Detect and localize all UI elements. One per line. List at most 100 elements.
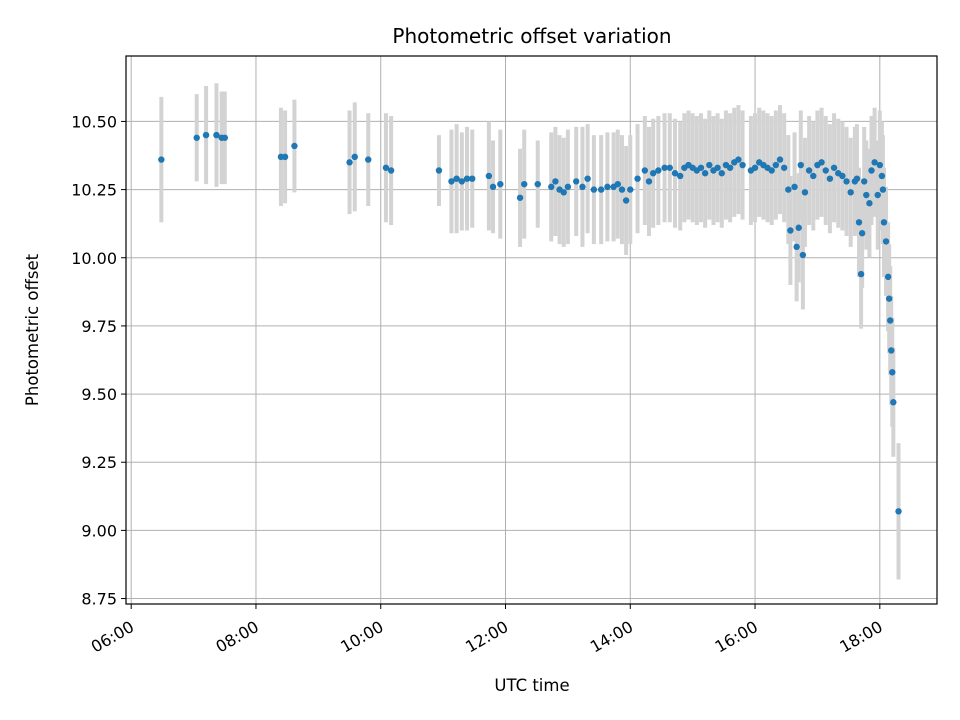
data-point — [791, 183, 798, 191]
data-point — [516, 194, 524, 201]
data-point — [843, 178, 850, 185]
data-point — [676, 172, 684, 180]
data-point — [780, 164, 788, 171]
data-point — [552, 178, 559, 185]
data-point — [787, 227, 794, 234]
data-point — [847, 189, 854, 196]
data-point — [772, 161, 780, 169]
data-point — [879, 186, 887, 193]
data-point — [805, 167, 813, 174]
data-point — [281, 153, 289, 161]
data-point — [726, 164, 734, 171]
y-tick-label: 10.25 — [71, 181, 117, 200]
data-point — [579, 183, 586, 191]
data-point — [801, 189, 809, 196]
data-point — [489, 183, 497, 191]
data-point — [839, 172, 846, 180]
x-axis-label: UTC time — [494, 676, 569, 695]
data-point — [830, 164, 838, 171]
data-point — [548, 183, 555, 191]
data-point — [776, 156, 784, 163]
data-point — [822, 167, 829, 174]
data-point — [706, 161, 713, 169]
y-tick-label: 9.00 — [81, 521, 117, 540]
data-point — [458, 178, 466, 185]
data-point — [857, 270, 865, 278]
data-point — [671, 170, 679, 177]
data-point — [818, 159, 825, 166]
data-point — [768, 167, 775, 174]
data-point — [735, 156, 742, 163]
data-point — [564, 183, 572, 191]
data-point — [618, 186, 626, 193]
data-point — [890, 399, 897, 406]
data-point — [795, 224, 802, 231]
data-point — [810, 172, 817, 180]
data-point — [485, 172, 493, 180]
data-point — [213, 131, 220, 139]
data-point — [641, 167, 649, 174]
data-point — [739, 161, 746, 169]
data-point — [871, 159, 878, 166]
y-tick-label: 9.25 — [81, 453, 117, 472]
data-points — [158, 131, 902, 515]
data-point — [193, 134, 200, 141]
data-point — [365, 156, 372, 163]
y-tick-label: 9.50 — [81, 385, 117, 404]
data-point — [158, 156, 165, 163]
data-point — [346, 159, 353, 166]
data-point — [895, 508, 902, 515]
data-point — [221, 134, 228, 141]
data-point — [463, 175, 471, 182]
data-point — [614, 180, 621, 188]
data-point — [627, 186, 634, 193]
data-point — [858, 230, 866, 237]
data-point — [453, 175, 460, 182]
y-tick-label: 10.50 — [71, 112, 117, 131]
data-point — [655, 167, 662, 174]
data-point — [382, 164, 390, 171]
data-point — [853, 175, 861, 182]
data-point — [887, 317, 894, 324]
data-point — [826, 175, 834, 182]
data-point — [649, 170, 657, 177]
data-point — [882, 238, 890, 245]
data-point — [291, 142, 298, 150]
data-point — [868, 167, 875, 174]
data-point — [622, 197, 630, 204]
data-point — [645, 178, 653, 185]
data-point — [521, 180, 528, 188]
data-point — [751, 164, 759, 171]
data-point — [889, 369, 896, 376]
data-point — [387, 167, 395, 174]
data-point — [560, 189, 567, 196]
y-tick-label: 8.75 — [81, 590, 117, 609]
data-point — [697, 164, 705, 171]
data-point — [876, 161, 884, 169]
data-point — [448, 178, 455, 185]
data-point — [855, 219, 863, 226]
data-point — [863, 191, 870, 199]
data-point — [584, 175, 591, 182]
y-tick-label: 10.00 — [71, 249, 117, 268]
data-point — [799, 251, 807, 259]
data-point — [797, 161, 804, 169]
data-point — [718, 170, 725, 177]
y-tick-label: 9.75 — [81, 317, 117, 336]
data-point — [785, 186, 792, 193]
y-axis-label: Photometric offset — [23, 253, 42, 406]
data-point — [590, 186, 598, 193]
plot-frame — [125, 55, 938, 605]
data-point — [866, 200, 873, 207]
data-point — [714, 164, 721, 171]
data-point — [661, 164, 668, 171]
data-point — [534, 180, 541, 188]
data-point — [874, 191, 881, 199]
data-point — [573, 178, 580, 185]
data-point — [888, 347, 895, 354]
data-point — [604, 183, 611, 191]
data-point — [880, 219, 888, 226]
data-point — [597, 186, 605, 193]
data-point — [202, 131, 210, 139]
